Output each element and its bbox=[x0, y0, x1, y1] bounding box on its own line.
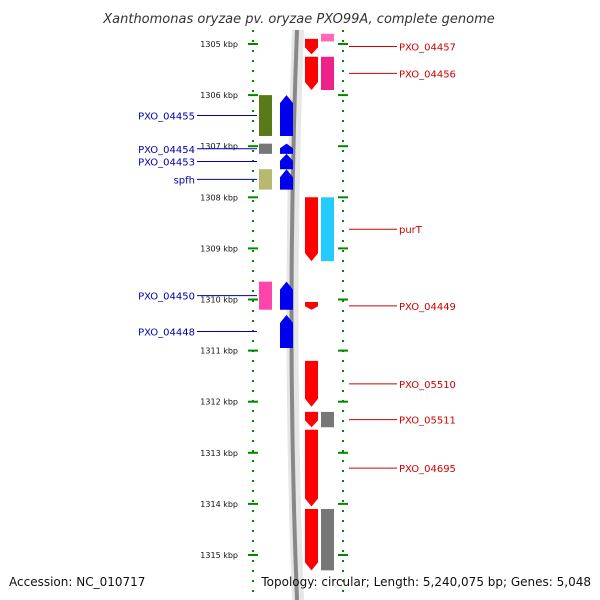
gene-arrow bbox=[280, 281, 293, 310]
label-layer: PXO_04457 PXO_04456 PXO_04455 PXO_04454 PXO_… bbox=[138, 43, 456, 476]
tick-label: 1305 kbp bbox=[200, 40, 238, 49]
cog-block bbox=[321, 411, 334, 428]
gene-label: purT bbox=[399, 225, 423, 236]
gene-label: PXO_04448 bbox=[138, 327, 195, 338]
cog-block bbox=[321, 509, 334, 571]
gene-arrow bbox=[305, 509, 318, 571]
gene-label: PXO_05511 bbox=[399, 416, 456, 427]
tick-label: 1313 kbp bbox=[200, 449, 238, 458]
tick-layer: 1305 kbp 1306 kbp 1307 kbp 1308 kbp 1309 kbp… bbox=[200, 30, 348, 600]
gene-arrow bbox=[305, 360, 318, 407]
gene-arrow bbox=[280, 314, 293, 349]
gene-arrow bbox=[280, 143, 293, 154]
tick-label: 1311 kbp bbox=[200, 347, 238, 356]
gene-arrow bbox=[280, 95, 293, 136]
gene-arrow bbox=[305, 302, 318, 310]
gene-arrow bbox=[305, 38, 318, 55]
cog-block bbox=[321, 33, 334, 42]
backbone-line bbox=[289, 29, 299, 600]
tick-label: 1307 kbp bbox=[200, 142, 238, 151]
gene-label: PXO_04695 bbox=[399, 464, 456, 475]
gene-label: PXO_04454 bbox=[138, 145, 195, 156]
tick-label: 1308 kbp bbox=[200, 193, 238, 202]
tick-label: 1306 kbp bbox=[200, 91, 238, 100]
topology-text: Topology: circular; Length: 5,240,075 bp… bbox=[260, 575, 591, 589]
tick-label: 1309 kbp bbox=[200, 244, 238, 253]
backbone-layer bbox=[286, 29, 304, 600]
gene-arrow bbox=[280, 169, 293, 190]
cog-block bbox=[321, 197, 334, 262]
gene-label: PXO_04457 bbox=[399, 43, 456, 54]
cog-block bbox=[259, 95, 272, 136]
gene-label: PXO_05510 bbox=[399, 380, 456, 391]
cog-block bbox=[259, 169, 272, 190]
tick-label: 1314 kbp bbox=[200, 500, 238, 509]
tick-label: 1310 kbp bbox=[200, 296, 238, 305]
gene-label: PXO_04456 bbox=[399, 69, 456, 80]
tick-label: 1312 kbp bbox=[200, 398, 238, 407]
map-title: Xanthomonas oryzae pv. oryzae PXO99A, co… bbox=[102, 12, 495, 27]
cog-block bbox=[259, 143, 272, 154]
gene-arrow bbox=[305, 411, 318, 428]
gene-label: PXO_04450 bbox=[138, 292, 195, 303]
feature-layer bbox=[259, 33, 334, 571]
gene-label: spfh bbox=[174, 175, 195, 186]
tick-label: 1315 kbp bbox=[200, 551, 238, 560]
gene-label: PXO_04449 bbox=[399, 302, 456, 313]
gene-arrow bbox=[305, 429, 318, 507]
gene-arrow bbox=[305, 197, 318, 262]
cog-block bbox=[321, 56, 334, 90]
cog-block bbox=[259, 281, 272, 310]
gene-arrow bbox=[280, 153, 293, 170]
gene-label: PXO_04453 bbox=[138, 158, 195, 169]
accession-text: Accession: NC_010717 bbox=[9, 575, 145, 589]
gene-arrow bbox=[305, 56, 318, 90]
gene-label: PXO_04455 bbox=[138, 112, 195, 123]
